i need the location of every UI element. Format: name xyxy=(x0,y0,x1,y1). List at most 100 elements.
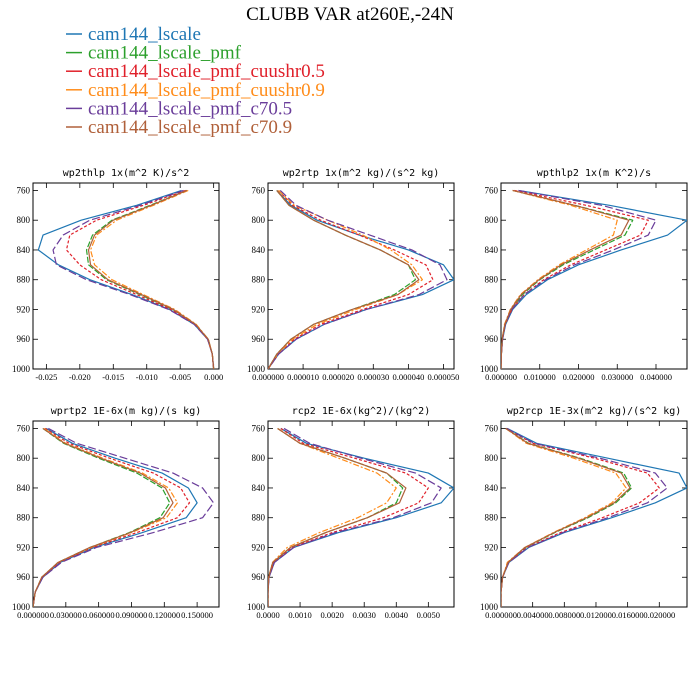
chart-panel: wp2rcp 1E-3x(m^2 kg)/(s^2 kg) 760 800 840 88… xyxy=(480,406,688,620)
x-tick-label: 0.0010 xyxy=(288,610,311,620)
legend-entry: cam144_lscale_pmf_cuushr0.5 xyxy=(88,61,325,82)
panels-grid: wp2thlp 1x(m^2 K)/s^2 760 800 840 880 920 960 1… xyxy=(12,168,688,620)
y-tick-label: 960 xyxy=(17,572,31,582)
x-tick-label: 0.004000 xyxy=(517,610,549,620)
y-tick-label: 800 xyxy=(485,453,499,463)
x-tick-label: 0.010000 xyxy=(524,372,556,382)
series-line xyxy=(268,190,434,369)
plot-frame xyxy=(32,182,220,370)
series-line xyxy=(501,189,649,369)
y-tick-label: 920 xyxy=(485,542,499,552)
x-tick-label: 0.030000 xyxy=(50,610,82,620)
y-tick-label: 920 xyxy=(252,304,266,314)
y-tick-label: 1000 xyxy=(12,364,31,374)
y-tick-label: 840 xyxy=(17,245,31,255)
x-tick-label: 0.060000 xyxy=(83,610,115,620)
legend-entry: cam144_lscale xyxy=(88,24,201,45)
x-tick-label: 0.0040 xyxy=(385,610,408,620)
y-tick-label: 840 xyxy=(252,483,266,493)
y-tick-label: 880 xyxy=(485,513,499,523)
y-tick-label: 760 xyxy=(485,423,499,433)
y-tick-label: 840 xyxy=(252,245,266,255)
chart-panel: wp2thlp 1x(m^2 K)/s^2 760 800 840 880 920 960 1… xyxy=(12,168,223,382)
x-tick-label: -0.015 xyxy=(102,372,124,382)
series-line xyxy=(33,427,191,607)
x-tick-label: 0.008000 xyxy=(548,610,580,620)
series-line xyxy=(87,189,215,369)
y-tick-label: 760 xyxy=(17,185,31,195)
y-tick-label: 880 xyxy=(252,275,266,285)
plot-frame xyxy=(500,420,688,608)
y-tick-label: 1000 xyxy=(12,602,31,612)
y-tick-label: 960 xyxy=(485,334,499,344)
figure-title: CLUBB VAR at260E,-24N xyxy=(246,4,454,25)
y-tick-label: 760 xyxy=(485,185,499,195)
y-tick-label: 760 xyxy=(252,185,266,195)
x-tick-label: 0.000010 xyxy=(287,372,319,382)
series-line xyxy=(65,189,215,369)
x-tick-label: 0.030000 xyxy=(601,372,633,382)
x-tick-label: -0.020 xyxy=(69,372,91,382)
series-line xyxy=(268,190,454,369)
y-tick-label: 800 xyxy=(17,215,31,225)
x-tick-label: 0.000030 xyxy=(357,372,389,382)
x-tick-label: 0.090000 xyxy=(116,610,148,620)
x-tick-label: 0.150000 xyxy=(181,610,213,620)
y-tick-label: 880 xyxy=(17,275,31,285)
series-line xyxy=(501,427,687,607)
y-tick-label: 920 xyxy=(17,304,31,314)
series-line xyxy=(268,190,424,369)
plot-frame xyxy=(267,420,455,608)
panel-title: rcp2 1E-6x(kg^2)/(kg^2) xyxy=(292,406,430,417)
plot-frame xyxy=(32,420,220,608)
panel-title: wp2rtp 1x(m^2 kg)/(s^2 kg) xyxy=(283,168,440,179)
x-tick-label: 0.0020 xyxy=(320,610,343,620)
series-line xyxy=(501,427,631,607)
x-tick-label: 0.020000 xyxy=(643,610,675,620)
y-tick-label: 1000 xyxy=(247,364,266,374)
series-line xyxy=(501,189,687,369)
series-line xyxy=(268,427,407,607)
x-tick-label: 0.0050 xyxy=(417,610,440,620)
x-tick-label: 0.016000 xyxy=(612,610,644,620)
legend-entry: cam144_lscale_pmf xyxy=(88,43,242,64)
y-tick-label: 880 xyxy=(252,513,266,523)
y-tick-label: 1000 xyxy=(247,602,266,612)
panel-title: wp2rcp 1E-3x(m^2 kg)/(s^2 kg) xyxy=(507,406,682,417)
series-line xyxy=(85,189,215,369)
y-tick-label: 920 xyxy=(485,304,499,314)
legend-entry: cam144_lscale_pmf_c70.9 xyxy=(88,117,292,138)
y-tick-label: 800 xyxy=(485,215,499,225)
x-tick-label: 0.000000 xyxy=(485,372,517,382)
series-line xyxy=(33,427,174,607)
y-tick-label: 960 xyxy=(17,334,31,344)
series-line xyxy=(268,427,397,607)
y-tick-label: 960 xyxy=(252,334,266,344)
x-tick-label: 0.040000 xyxy=(640,372,672,382)
series-line xyxy=(501,189,618,369)
y-tick-label: 880 xyxy=(485,275,499,285)
y-tick-label: 960 xyxy=(485,572,499,582)
x-tick-label: -0.010 xyxy=(136,372,158,382)
x-tick-label: 0.000050 xyxy=(428,372,460,382)
panel-title: wp2thlp 1x(m^2 K)/s^2 xyxy=(63,168,189,179)
legend-entry: cam144_lscale_pmf_c70.5 xyxy=(88,98,292,119)
series-line xyxy=(268,427,442,607)
chart-panel: wprtp2 1E-6x(m kg)/(s kg) 760 800 840 880 920… xyxy=(12,406,220,620)
y-tick-label: 1000 xyxy=(480,364,499,374)
series-line xyxy=(501,427,627,607)
panel-title: wprtp2 1E-6x(m kg)/(s kg) xyxy=(51,406,202,417)
y-tick-label: 880 xyxy=(17,513,31,523)
series-line xyxy=(268,190,420,369)
y-tick-label: 840 xyxy=(17,483,31,493)
series-line xyxy=(501,189,634,369)
series-line xyxy=(501,189,657,369)
y-tick-label: 760 xyxy=(252,423,266,433)
x-tick-label: 0.000000 xyxy=(252,372,284,382)
y-tick-label: 840 xyxy=(485,483,499,493)
x-tick-label: 0.0000 xyxy=(256,610,279,620)
y-tick-label: 920 xyxy=(252,542,266,552)
series-line xyxy=(268,427,454,607)
x-tick-label: 0.012000 xyxy=(580,610,612,620)
legend-entry: cam144_lscale_pmf_cuushr0.9 xyxy=(88,80,325,101)
